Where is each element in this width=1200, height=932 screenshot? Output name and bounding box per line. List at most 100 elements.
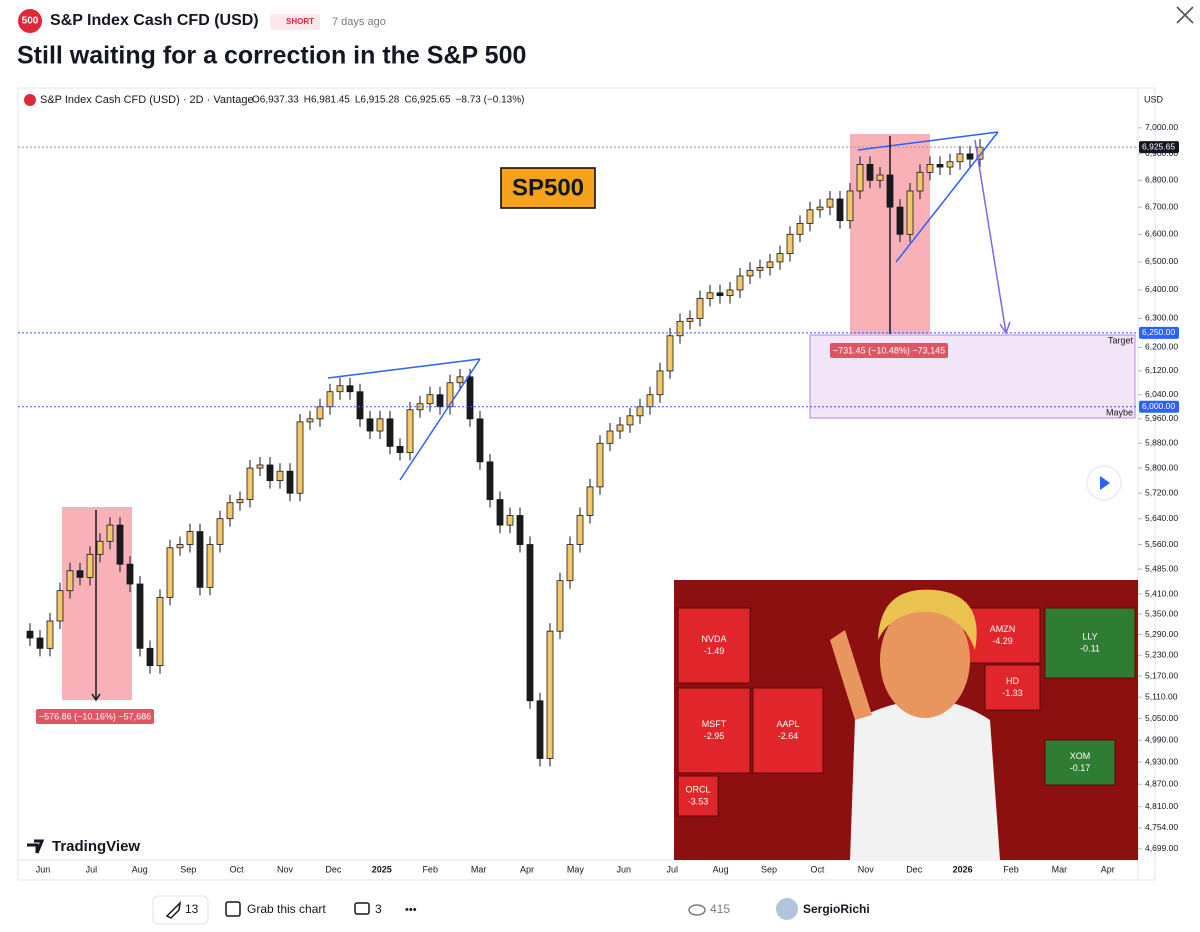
tile-change: -3.53 (688, 796, 709, 806)
candle (606, 430, 614, 444)
candle (736, 275, 744, 291)
candle (456, 376, 464, 384)
y-tick-label: 4,870.00 (1145, 779, 1178, 789)
tile-change: -2.95 (704, 731, 725, 741)
candle (656, 370, 664, 396)
y-tick-label: 5,640.00 (1145, 513, 1178, 523)
boost-button[interactable] (152, 895, 209, 925)
candle (946, 161, 954, 168)
candle (576, 515, 584, 545)
ohlc-value: H6,981.45 (304, 95, 351, 106)
y-tick-label: 4,990.00 (1145, 734, 1178, 744)
views: 415 (710, 902, 730, 916)
candle (966, 153, 974, 160)
candle (536, 700, 544, 759)
candle (616, 424, 624, 432)
x-tick-label: May (567, 864, 585, 874)
more[interactable]: ••• (405, 904, 417, 916)
candle (266, 464, 274, 481)
candle (726, 289, 734, 297)
level-tag (1139, 141, 1179, 154)
candle (146, 647, 154, 667)
tile-change: -2.64 (778, 731, 799, 741)
candle (746, 269, 754, 277)
candle (256, 464, 264, 469)
x-tick-label: 2026 (953, 864, 973, 874)
range-tag (830, 343, 948, 358)
x-tick-label: Apr (1101, 864, 1115, 874)
candle (666, 335, 674, 372)
avatar[interactable] (776, 898, 798, 920)
candle (546, 630, 554, 759)
title: Still waiting for a correction in the S&… (17, 42, 526, 70)
y-tick-label: 5,290.00 (1145, 629, 1178, 639)
y-tick-label: 4,810.00 (1145, 801, 1178, 811)
candle (496, 499, 504, 526)
x-tick-label: Jun (36, 864, 51, 874)
candle (686, 318, 694, 322)
y-tick-label: 6,120.00 (1145, 365, 1178, 375)
candle (926, 164, 934, 173)
candle (66, 570, 74, 592)
comments[interactable]: 3 (375, 902, 382, 916)
symbol[interactable]: S&P Index Cash CFD (USD) (50, 12, 259, 29)
candle (436, 394, 444, 408)
tile-label: XOM (1070, 751, 1091, 761)
candle (246, 467, 254, 500)
y-tick-label: 6,040.00 (1145, 389, 1178, 399)
level-label: 6,000.00 (1142, 401, 1175, 411)
x-tick-label: Mar (1052, 864, 1068, 874)
maybe-label: Maybe (1106, 407, 1133, 417)
y-tick-label: 5,350.00 (1145, 608, 1178, 618)
candle (396, 445, 404, 453)
y-tick-label: 6,300.00 (1145, 313, 1178, 323)
candle (296, 421, 304, 494)
arrow (974, 139, 1011, 335)
candle (276, 470, 284, 481)
candle (56, 590, 64, 622)
play-icon (1100, 476, 1110, 490)
candle (836, 198, 844, 222)
legend-title: S&P Index Cash CFD (USD) · 2D · Vantage (40, 94, 254, 106)
y-tick-label: 5,110.00 (1145, 691, 1178, 701)
rocket-icon (165, 900, 182, 919)
candle (516, 515, 524, 545)
range-label: −731.45 (−10.48%) −73,145 (833, 345, 945, 355)
grab[interactable]: Grab this chart (247, 902, 326, 916)
y-tick-label: 5,050.00 (1145, 713, 1178, 723)
candle (126, 563, 134, 585)
candle (116, 524, 124, 565)
x-tick-label: Jul (666, 864, 678, 874)
boosts: 13 (185, 902, 199, 916)
candle (226, 502, 234, 520)
candle (336, 385, 344, 393)
candle (306, 418, 314, 423)
eye-icon (688, 904, 706, 916)
heatmap-tile (964, 607, 1041, 664)
candle (406, 409, 414, 453)
x-tick-label: 2025 (372, 864, 392, 874)
y-tick-label: 5,230.00 (1145, 649, 1178, 659)
figure-hair (878, 589, 977, 650)
author[interactable]: SergioRichi (803, 902, 870, 916)
candle (866, 164, 874, 181)
tile-change: -4.29 (992, 636, 1013, 646)
candle (556, 580, 564, 632)
heatmap-tile (1044, 607, 1136, 679)
ohlc-value: O6,937.33 (252, 95, 299, 106)
label-box-text: SP500 (512, 174, 584, 201)
range-tag (36, 709, 154, 724)
candle (636, 406, 644, 417)
candle (76, 570, 84, 578)
watermark: TradingView (52, 838, 140, 855)
label-box (500, 167, 596, 209)
tile-label: MSFT (702, 719, 727, 729)
candle (196, 531, 204, 588)
wedge (327, 358, 481, 481)
inset-image: NVDA -1.49 MSFT -2.95 AAPL -2.64 AMZN -4.29 LLY -… (674, 580, 1138, 860)
candle (366, 418, 374, 432)
candle (86, 553, 94, 578)
close[interactable] (1176, 6, 1194, 24)
tile-label: NVDA (701, 634, 726, 644)
